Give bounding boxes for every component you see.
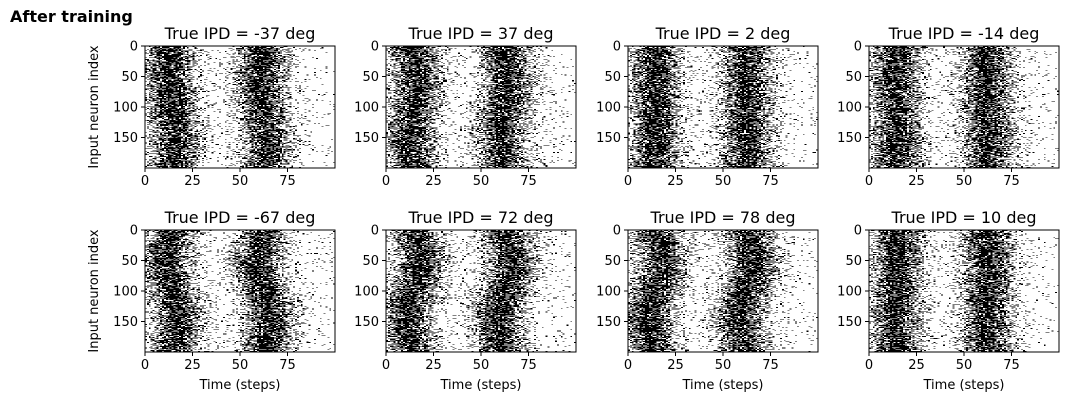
- y-tick-label: 50: [604, 70, 621, 85]
- x-tick-label: 50: [473, 174, 490, 189]
- x-tick-label: 0: [865, 174, 873, 189]
- panel-title: True IPD = -67 deg: [164, 208, 316, 227]
- x-tick-label: 75: [762, 174, 779, 189]
- spike-raster-image: [628, 230, 818, 352]
- raster-panel-7: True IPD = 78 deg 0 25 50 75 0 50 100 150 Time (s…: [596, 208, 819, 393]
- x-tick-label: 75: [762, 358, 779, 373]
- x-tick-label: 25: [425, 358, 442, 373]
- y-tick-label: 50: [604, 254, 621, 269]
- raster-panel-3: True IPD = 2 deg 0 25 50 75 0 50 100 150: [596, 24, 819, 189]
- y-tick-label: 150: [596, 315, 621, 330]
- y-tick-label: 150: [837, 131, 862, 146]
- raster-panel-6: True IPD = 72 deg 0 25 50 75 0 50 100 150 Time (s…: [354, 208, 577, 393]
- y-tick-label: 0: [854, 40, 862, 55]
- x-tick-label: 25: [184, 358, 201, 373]
- x-tick-label: 25: [908, 174, 925, 189]
- y-tick-label: 100: [113, 285, 138, 300]
- y-tick-label: 50: [362, 254, 379, 269]
- y-tick-label: 50: [845, 254, 862, 269]
- x-tick-label: 0: [624, 174, 632, 189]
- figure-suptitle: After training: [10, 7, 133, 26]
- x-tick-label: 75: [520, 174, 537, 189]
- y-tick-label: 100: [113, 101, 138, 116]
- panel-title: True IPD = 37 deg: [408, 24, 554, 43]
- y-tick-label: 50: [845, 70, 862, 85]
- x-tick-label: 0: [382, 358, 390, 373]
- x-tick-label: 50: [232, 174, 249, 189]
- y-tick-label: 100: [354, 101, 379, 116]
- y-tick-label: 0: [613, 40, 621, 55]
- x-tick-label: 50: [473, 358, 490, 373]
- panel-title: True IPD = -37 deg: [164, 24, 316, 43]
- x-tick-label: 0: [865, 358, 873, 373]
- raster-panel-8: True IPD = 10 deg 0 25 50 75 0 50 100 150 Time (s…: [837, 208, 1060, 393]
- y-tick-label: 0: [854, 224, 862, 239]
- raster-panel-1: True IPD = -37 deg 0 25 50 75 0 50 100 150 Input …: [87, 24, 336, 189]
- x-axis-label: Time (steps): [199, 378, 281, 393]
- y-tick-label: 0: [130, 40, 138, 55]
- x-tick-label: 75: [279, 358, 296, 373]
- y-axis-label: Input neuron index: [87, 229, 102, 353]
- y-tick-label: 150: [354, 315, 379, 330]
- x-tick-label: 25: [667, 358, 684, 373]
- y-tick-label: 0: [371, 40, 379, 55]
- y-tick-label: 150: [113, 315, 138, 330]
- x-tick-label: 50: [956, 358, 973, 373]
- x-tick-label: 25: [425, 174, 442, 189]
- x-tick-label: 0: [382, 174, 390, 189]
- spike-raster-image: [145, 46, 335, 168]
- y-tick-label: 150: [837, 315, 862, 330]
- y-tick-label: 100: [837, 285, 862, 300]
- spike-raster-image: [869, 46, 1059, 168]
- x-tick-label: 50: [715, 358, 732, 373]
- spike-raster-image: [628, 46, 818, 168]
- x-tick-label: 75: [1003, 358, 1020, 373]
- x-axis-label: Time (steps): [923, 378, 1005, 393]
- panel-title: True IPD = 72 deg: [408, 208, 554, 227]
- x-tick-label: 0: [141, 174, 149, 189]
- x-tick-label: 75: [1003, 174, 1020, 189]
- y-axis-label: Input neuron index: [87, 45, 102, 169]
- y-tick-label: 100: [596, 101, 621, 116]
- y-tick-label: 150: [113, 131, 138, 146]
- x-axis-label: Time (steps): [682, 378, 764, 393]
- y-tick-label: 50: [121, 70, 138, 85]
- spike-raster-image: [869, 230, 1059, 352]
- y-tick-label: 150: [354, 131, 379, 146]
- raster-panel-2: True IPD = 37 deg 0 25 50 75 0 50 100 150: [354, 24, 577, 189]
- x-tick-label: 0: [624, 358, 632, 373]
- raster-panel-4: True IPD = -14 deg 0 25 50 75 0 50 100 150: [837, 24, 1060, 189]
- y-tick-label: 100: [596, 285, 621, 300]
- x-tick-label: 25: [908, 358, 925, 373]
- x-tick-label: 25: [667, 174, 684, 189]
- y-tick-label: 0: [371, 224, 379, 239]
- y-tick-label: 100: [354, 285, 379, 300]
- x-tick-label: 0: [141, 358, 149, 373]
- y-tick-label: 0: [130, 224, 138, 239]
- x-tick-label: 75: [520, 358, 537, 373]
- x-tick-label: 75: [279, 174, 296, 189]
- y-tick-label: 100: [837, 101, 862, 116]
- x-tick-label: 50: [956, 174, 973, 189]
- x-tick-label: 50: [715, 174, 732, 189]
- panel-title: True IPD = 10 deg: [891, 208, 1037, 227]
- panel-title: True IPD = 78 deg: [650, 208, 796, 227]
- panel-title: True IPD = -14 deg: [888, 24, 1040, 43]
- raster-panel-5: True IPD = -67 deg 0 25 50 75 0 50 100 150 Input …: [87, 208, 336, 393]
- spike-raster-image: [386, 46, 576, 168]
- y-tick-label: 0: [613, 224, 621, 239]
- x-axis-label: Time (steps): [440, 378, 522, 393]
- spike-raster-image: [145, 230, 335, 352]
- y-tick-label: 150: [596, 131, 621, 146]
- x-tick-label: 25: [184, 174, 201, 189]
- y-tick-label: 50: [362, 70, 379, 85]
- y-tick-label: 50: [121, 254, 138, 269]
- panel-title: True IPD = 2 deg: [655, 24, 791, 43]
- x-tick-label: 50: [232, 358, 249, 373]
- spike-raster-image: [386, 230, 576, 352]
